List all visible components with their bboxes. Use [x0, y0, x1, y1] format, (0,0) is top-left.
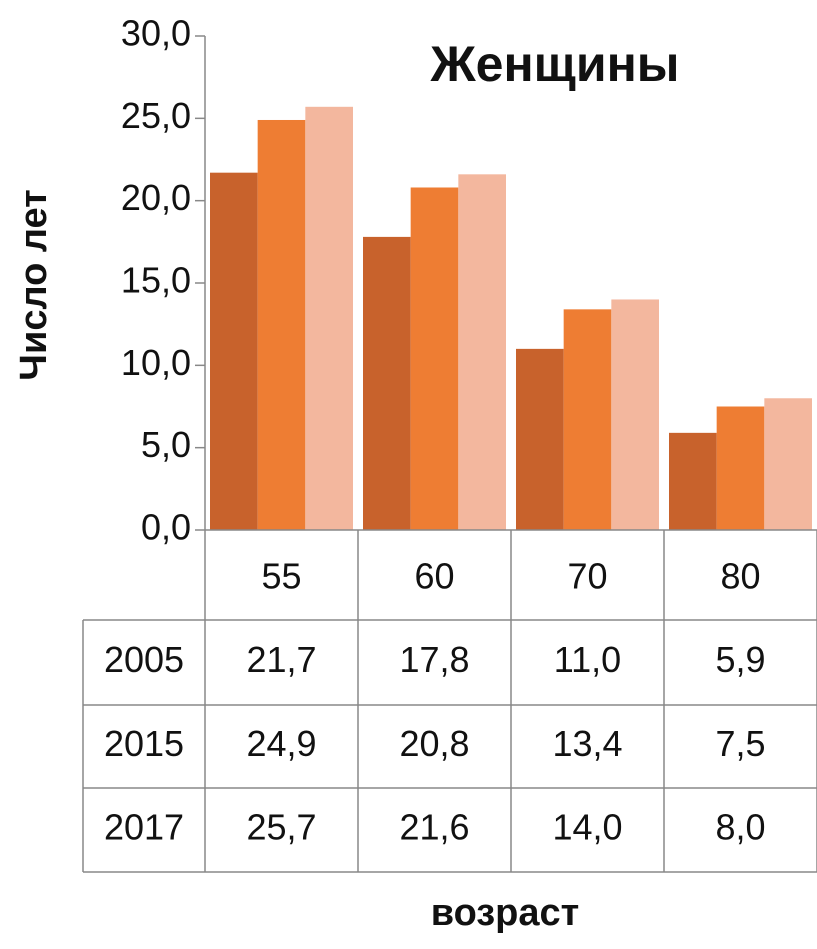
data-label: 14,0 — [552, 807, 622, 848]
y-axis-label: Число лет — [13, 189, 55, 380]
data-label: 21,6 — [399, 807, 469, 848]
data-label: 20,8 — [399, 723, 469, 764]
data-label: 7,5 — [715, 723, 765, 764]
bar — [764, 398, 812, 530]
bar — [716, 406, 765, 530]
bar — [363, 236, 411, 531]
data-label: 24,9 — [246, 723, 316, 764]
series-name: 2005 — [104, 639, 184, 680]
bar — [563, 309, 612, 530]
bar — [611, 299, 659, 530]
series-name: 2015 — [104, 723, 184, 764]
data-label: 8,0 — [715, 807, 765, 848]
bar — [210, 172, 258, 530]
y-tick-label: 15,0 — [121, 260, 191, 301]
bar — [669, 432, 717, 530]
x-axis-label: возраст — [431, 892, 580, 934]
chart-title: Женщины — [429, 36, 679, 92]
data-label: 5,9 — [715, 639, 765, 680]
data-label: 21,7 — [246, 639, 316, 680]
bar — [410, 187, 459, 530]
data-label: 11,0 — [554, 639, 621, 680]
bar — [305, 106, 353, 530]
y-tick-label: 10,0 — [121, 342, 191, 383]
x-tick-label: 70 — [567, 556, 607, 597]
x-tick-label: 60 — [414, 556, 454, 597]
y-tick-label: 25,0 — [121, 95, 191, 136]
x-tick-label: 55 — [261, 556, 301, 597]
data-label: 17,8 — [399, 639, 469, 680]
series-name: 2017 — [104, 807, 184, 848]
bar — [257, 119, 306, 530]
data-label: 13,4 — [552, 723, 622, 764]
data-label: 25,7 — [246, 807, 316, 848]
y-tick-label: 20,0 — [121, 177, 191, 218]
y-tick-label: 5,0 — [141, 424, 191, 465]
bar — [516, 348, 564, 530]
y-tick-label: 30,0 — [121, 13, 191, 54]
y-tick-label: 0,0 — [141, 507, 191, 548]
x-tick-label: 80 — [720, 556, 760, 597]
bar — [458, 174, 506, 530]
